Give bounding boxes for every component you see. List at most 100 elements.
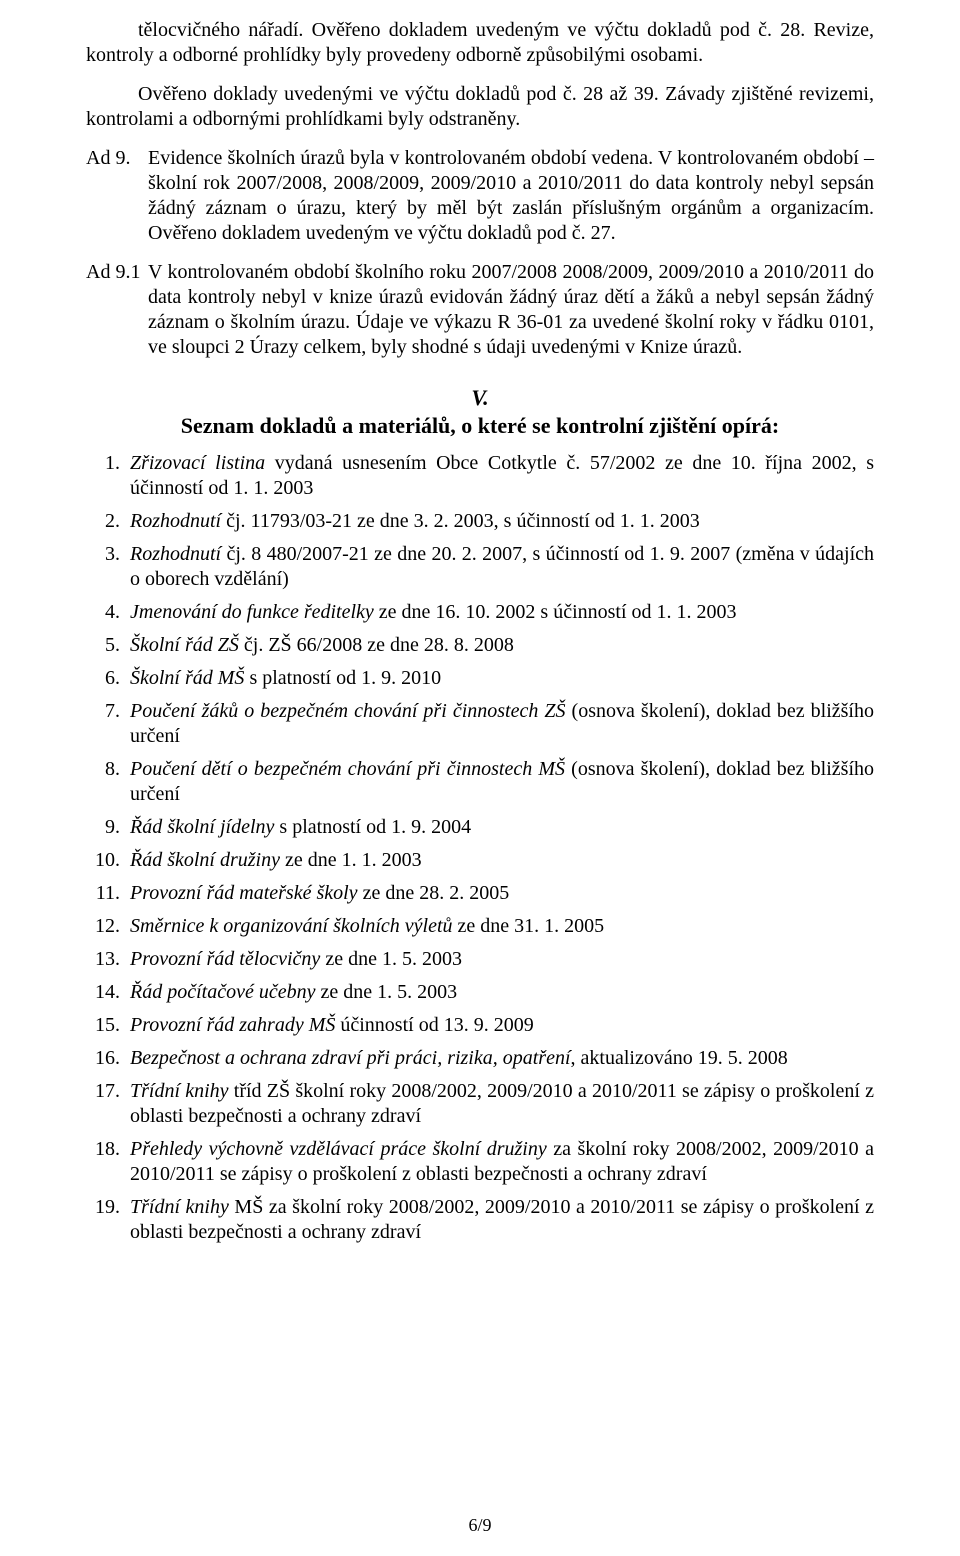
list-item: 1.Zřizovací listina vydaná usnesením Obc… [86,451,874,501]
list-item-rest: čj. ZŠ 66/2008 ze dne 28. 8. 2008 [239,634,514,656]
list-item-text: Třídní knihy MŠ za školní roky 2008/2002… [130,1195,874,1245]
list-item: 2.Rozhodnutí čj. 11793/03-21 ze dne 3. 2… [86,509,874,534]
list-item: 17.Třídní knihy tříd ZŠ školní roky 2008… [86,1079,874,1129]
list-item: 18.Přehledy výchovně vzdělávací práce šk… [86,1137,874,1187]
list-item-text: Rozhodnutí čj. 11793/03-21 ze dne 3. 2. … [130,509,874,534]
list-item-text: Řád školní družiny ze dne 1. 1. 2003 [130,848,874,873]
list-item-number: 15. [86,1013,130,1038]
list-item-text: Zřizovací listina vydaná usnesením Obce … [130,451,874,501]
list-item-rest: účinností od 13. 9. 2009 [335,1014,533,1036]
list-item-text: Řád školní jídelny s platností od 1. 9. … [130,815,874,840]
list-item-italic: Třídní knihy [130,1080,229,1102]
list-item-italic: Řád školní jídelny [130,816,274,838]
list-item-italic: Poučení žáků o bezpečném chování při čin… [130,700,566,722]
list-item-italic: Rozhodnutí [130,510,221,532]
list-item-italic: Zřizovací listina [130,452,265,474]
list-item-rest: ze dne 28. 2. 2005 [358,882,510,904]
list-item-text: Jmenování do funkce ředitelky ze dne 16.… [130,600,874,625]
list-item-text: Přehledy výchovně vzdělávací práce školn… [130,1137,874,1187]
list-item: 15.Provozní řád zahrady MŠ účinností od … [86,1013,874,1038]
list-item-number: 4. [86,600,130,625]
list-item-number: 9. [86,815,130,840]
list-item-number: 19. [86,1195,130,1245]
ad-9-1-text: V kontrolovaném období školního roku 200… [148,260,874,360]
list-item-text: Provozní řád tělocvičny ze dne 1. 5. 200… [130,947,874,972]
ad-9-text: Evidence školních úrazů byla v kontrolov… [148,146,874,246]
list-item-number: 6. [86,666,130,691]
list-item-italic: Školní řád MŠ [130,667,244,689]
list-item-italic: Provozní řád mateřské školy [130,882,358,904]
document-list: 1.Zřizovací listina vydaná usnesením Obc… [86,451,874,1245]
page-number: 6/9 [0,1514,960,1537]
list-item-rest: čj. 11793/03-21 ze dne 3. 2. 2003, s úči… [221,510,700,532]
list-item-number: 8. [86,757,130,807]
list-item-text: Poučení žáků o bezpečném chování při čin… [130,699,874,749]
list-item-italic: Třídní knihy [130,1196,229,1218]
list-item-number: 13. [86,947,130,972]
list-item: 11.Provozní řád mateřské školy ze dne 28… [86,881,874,906]
list-item: 16.Bezpečnost a ochrana zdraví při práci… [86,1046,874,1071]
section-title: Seznam dokladů a materiálů, o které se k… [86,412,874,440]
list-item: 5.Školní řád ZŠ čj. ZŠ 66/2008 ze dne 28… [86,633,874,658]
ad-9-1-block: Ad 9.1 V kontrolovaném období školního r… [86,260,874,360]
list-item-text: Provozní řád zahrady MŠ účinností od 13.… [130,1013,874,1038]
list-item-rest: ze dne 1. 5. 2003 [315,981,457,1003]
list-item-rest: MŠ za školní roky 2008/2002, 2009/2010 a… [130,1196,874,1243]
list-item-italic: Směrnice k organizování školních výletů [130,915,453,937]
list-item: 8.Poučení dětí o bezpečném chování při č… [86,757,874,807]
list-item: 12.Směrnice k organizování školních výle… [86,914,874,939]
intro-paragraph-2: Ověřeno doklady uvedenými ve výčtu dokla… [86,82,874,132]
list-item-rest: ze dne 31. 1. 2005 [453,915,605,937]
list-item-number: 3. [86,542,130,592]
list-item-text: Třídní knihy tříd ZŠ školní roky 2008/20… [130,1079,874,1129]
ad-9-block: Ad 9. Evidence školních úrazů byla v kon… [86,146,874,246]
list-item: 10.Řád školní družiny ze dne 1. 1. 2003 [86,848,874,873]
list-item: 13.Provozní řád tělocvičny ze dne 1. 5. … [86,947,874,972]
list-item-number: 12. [86,914,130,939]
list-item: 6.Školní řád MŠ s platností od 1. 9. 201… [86,666,874,691]
list-item-number: 17. [86,1079,130,1129]
list-item-number: 11. [86,881,130,906]
list-item-rest: čj. 8 480/2007-21 ze dne 20. 2. 2007, s … [130,543,874,590]
list-item-number: 14. [86,980,130,1005]
list-item: 7.Poučení žáků o bezpečném chování při č… [86,699,874,749]
list-item-number: 10. [86,848,130,873]
section-number: V. [86,384,874,412]
list-item: 3.Rozhodnutí čj. 8 480/2007-21 ze dne 20… [86,542,874,592]
list-item-number: 2. [86,509,130,534]
list-item: 14.Řád počítačové učebny ze dne 1. 5. 20… [86,980,874,1005]
ad-9-label: Ad 9. [86,146,148,246]
list-item-italic: Školní řád ZŠ [130,634,239,656]
list-item-number: 1. [86,451,130,501]
list-item-text: Směrnice k organizování školních výletů … [130,914,874,939]
list-item-number: 5. [86,633,130,658]
list-item-number: 18. [86,1137,130,1187]
list-item-rest: ze dne 16. 10. 2002 s účinností od 1. 1.… [374,601,737,623]
document-page: tělocvičného nářadí. Ověřeno dokladem uv… [0,0,960,1556]
list-item-rest: s platností od 1. 9. 2010 [244,667,441,689]
list-item-italic: Provozní řád tělocvičny [130,948,320,970]
list-item-rest: ze dne 1. 1. 2003 [280,849,422,871]
list-item-italic: Poučení dětí o bezpečném chování při čin… [130,758,565,780]
list-item-rest: s platností od 1. 9. 2004 [274,816,471,838]
list-item-rest: tříd ZŠ školní roky 2008/2002, 2009/2010… [130,1080,874,1127]
list-item-italic: Řád počítačové učebny [130,981,315,1003]
list-item-italic: Přehledy výchovně vzdělávací práce školn… [130,1138,547,1160]
list-item-italic: Bezpečnost a ochrana zdraví při práci, r… [130,1047,571,1069]
ad-9-1-label: Ad 9.1 [86,260,148,360]
list-item-italic: Provozní řád zahrady MŠ [130,1014,335,1036]
list-item-rest: ze dne 1. 5. 2003 [320,948,462,970]
list-item-number: 16. [86,1046,130,1071]
list-item-italic: Řád školní družiny [130,849,280,871]
list-item-text: Provozní řád mateřské školy ze dne 28. 2… [130,881,874,906]
list-item-text: Bezpečnost a ochrana zdraví při práci, r… [130,1046,874,1071]
list-item-text: Řád počítačové učebny ze dne 1. 5. 2003 [130,980,874,1005]
list-item-text: Školní řád ZŠ čj. ZŠ 66/2008 ze dne 28. … [130,633,874,658]
list-item: 19.Třídní knihy MŠ za školní roky 2008/2… [86,1195,874,1245]
list-item-italic: Rozhodnutí [130,543,221,565]
list-item: 9.Řád školní jídelny s platností od 1. 9… [86,815,874,840]
intro-paragraph-1: tělocvičného nářadí. Ověřeno dokladem uv… [86,18,874,68]
list-item: 4.Jmenování do funkce ředitelky ze dne 1… [86,600,874,625]
list-item-italic: Jmenování do funkce ředitelky [130,601,374,623]
list-item-rest: , aktualizováno 19. 5. 2008 [571,1047,788,1069]
